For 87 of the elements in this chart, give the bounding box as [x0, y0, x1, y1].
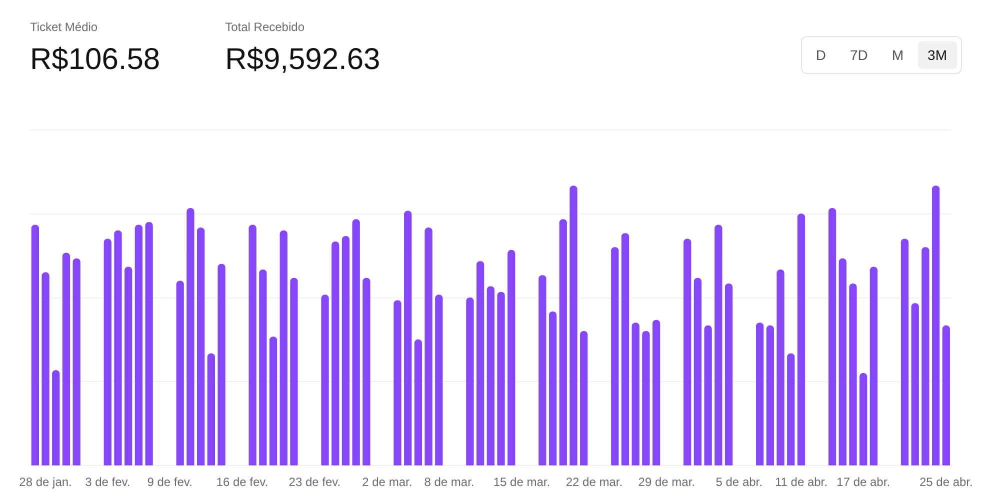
bar	[196, 228, 205, 466]
bar	[652, 320, 660, 466]
bar	[766, 325, 774, 466]
x-tick-label: 15 de mar.	[493, 475, 550, 490]
bar	[476, 261, 484, 466]
x-tick-label: 28 de jan.	[19, 475, 72, 490]
bar	[787, 353, 795, 466]
x-tick-label: 16 de fev.	[216, 475, 268, 490]
text: 7D	[848, 46, 869, 65]
bar	[362, 278, 370, 466]
bar	[714, 224, 722, 466]
bar	[124, 266, 132, 466]
bar	[694, 278, 702, 466]
bar	[642, 331, 650, 466]
bar	[828, 208, 836, 466]
bar	[404, 210, 412, 466]
x-tick-label: 29 de mar.	[638, 475, 695, 490]
text: R$106.58	[30, 43, 160, 77]
bar	[724, 283, 733, 466]
bar	[435, 294, 443, 466]
bar	[559, 219, 567, 466]
bar	[611, 247, 619, 466]
x-tick-label: 9 de fev.	[147, 475, 192, 490]
bar	[466, 297, 474, 466]
bar	[176, 280, 184, 466]
bar	[922, 247, 930, 466]
bar	[424, 228, 432, 466]
x-tick-label: 22 de mar.	[566, 475, 623, 490]
bar	[870, 266, 878, 466]
bar	[218, 264, 226, 466]
bar	[684, 238, 692, 466]
bar	[42, 272, 50, 466]
bar	[145, 222, 153, 466]
bar	[776, 270, 784, 466]
bar	[860, 372, 868, 466]
bar	[186, 208, 194, 466]
text: Total Recebido	[225, 20, 306, 34]
bar	[321, 294, 329, 466]
bar	[342, 236, 350, 466]
x-tick-label: 17 de abr.	[836, 475, 890, 490]
text: R$9,592.63	[225, 43, 380, 77]
bar	[797, 214, 806, 466]
bar	[72, 258, 80, 466]
bar	[114, 230, 122, 466]
text: D	[814, 46, 827, 65]
x-tick-label: 11 de abr.	[774, 475, 828, 490]
bar	[134, 224, 143, 466]
bar	[508, 250, 516, 466]
bar	[911, 303, 919, 466]
bar	[352, 219, 360, 466]
bar	[838, 258, 846, 466]
bar	[207, 353, 215, 466]
bar	[497, 292, 505, 466]
bar	[414, 339, 422, 466]
bar	[570, 186, 578, 466]
x-tick-label: 5 de abr.	[716, 475, 762, 490]
bar	[756, 322, 764, 466]
text: 3M	[918, 41, 957, 69]
bar	[62, 252, 70, 466]
bar	[621, 233, 630, 466]
bar	[900, 238, 909, 466]
bar	[486, 286, 494, 466]
bar	[632, 322, 640, 466]
bar	[548, 311, 557, 466]
x-tick-label: 8 de mar.	[424, 475, 474, 490]
bar	[942, 325, 950, 466]
bar	[31, 224, 40, 466]
bar	[248, 224, 256, 466]
x-tick-label: 3 de fev.	[85, 475, 130, 490]
x-tick-label: 2 de mar.	[362, 475, 412, 490]
bar	[269, 336, 278, 466]
x-tick-label: 25 de abr.	[919, 475, 973, 490]
bar	[104, 238, 112, 466]
bar	[290, 278, 298, 466]
bar	[394, 300, 402, 466]
text: Ticket Médio	[30, 20, 99, 34]
bar	[52, 370, 60, 466]
text: M	[890, 46, 905, 65]
bar	[849, 283, 857, 466]
bar	[580, 331, 588, 466]
bar	[259, 270, 267, 466]
bar	[332, 242, 340, 466]
x-tick-label: 23 de fev.	[288, 475, 341, 490]
bar	[280, 230, 288, 466]
bar	[704, 325, 712, 466]
bar	[538, 275, 546, 466]
bar	[932, 186, 940, 466]
